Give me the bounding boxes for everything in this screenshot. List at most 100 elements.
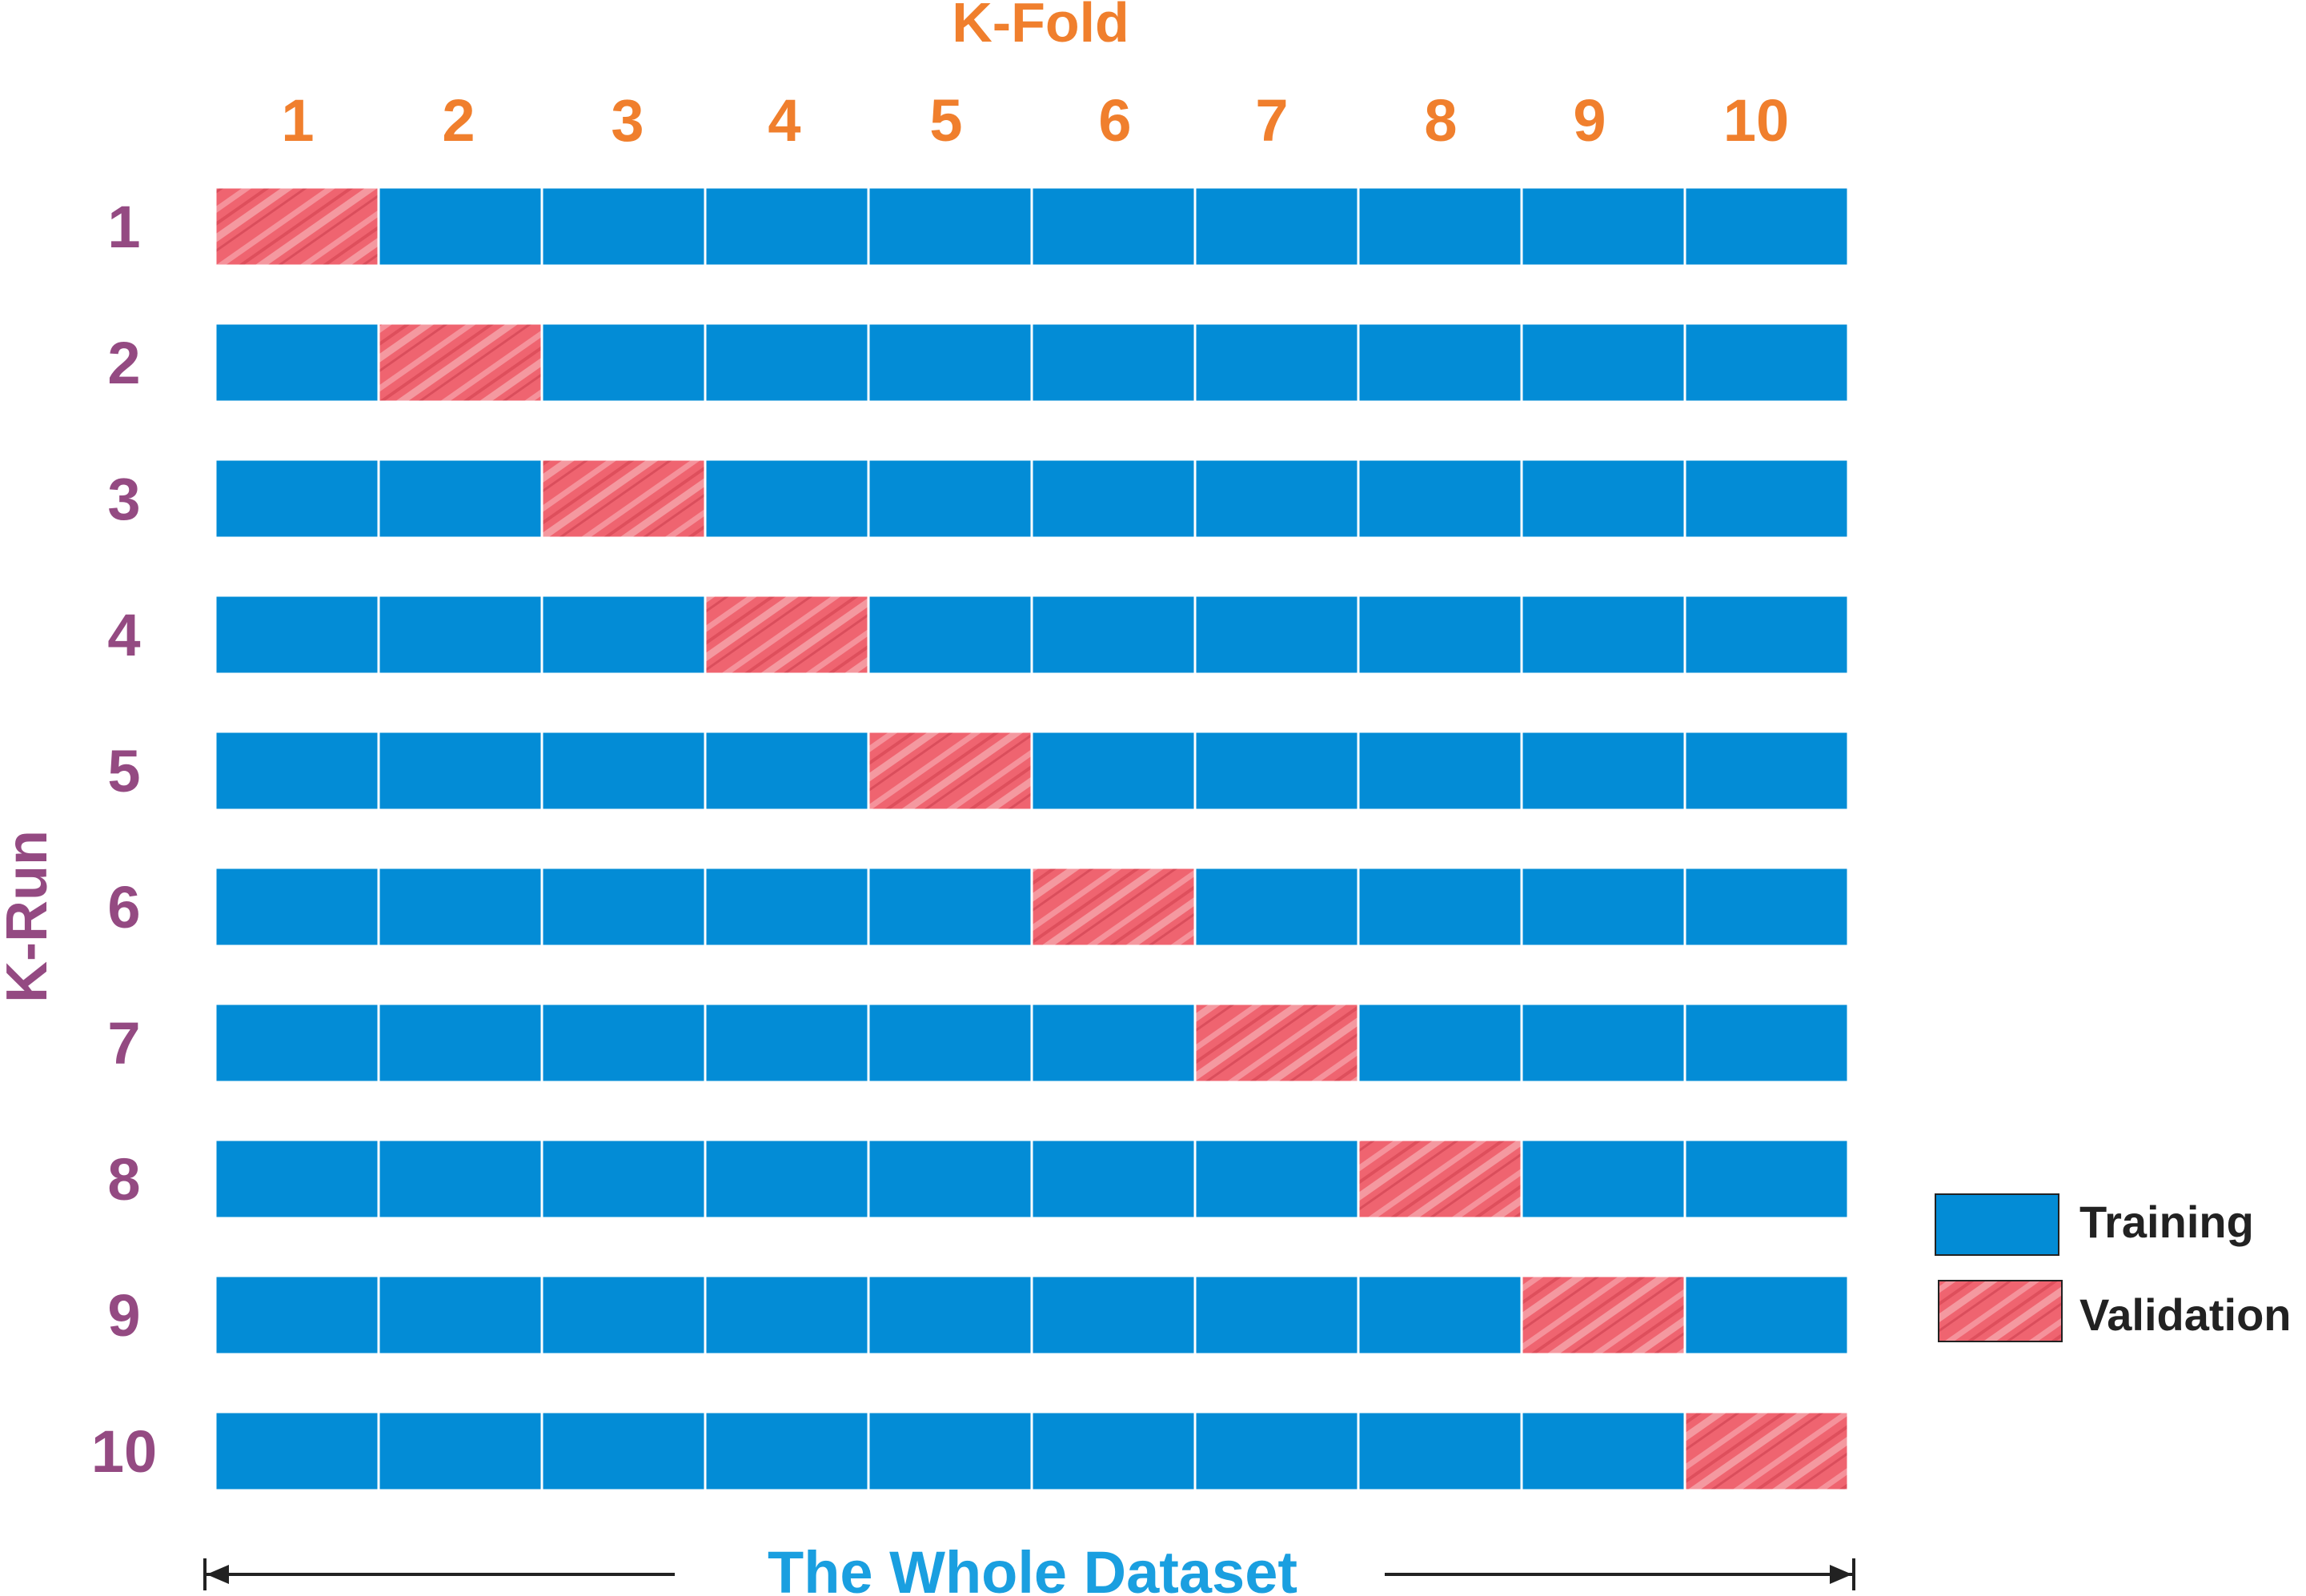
training-cell-run4-fold6 (1030, 594, 1197, 676)
arrow-left-head (207, 1565, 229, 1584)
training-cell-run6-fold9 (1520, 866, 1686, 948)
training-cell-run1-fold10 (1683, 186, 1850, 267)
training-cell-run9-fold6 (1030, 1274, 1197, 1356)
validation-cell-run8-fold8 (1357, 1138, 1523, 1220)
training-cell-run6-fold10 (1683, 866, 1850, 948)
training-cell-run3-fold2 (377, 458, 543, 539)
training-cell-run1-fold9 (1520, 186, 1686, 267)
training-cell-run10-fold2 (377, 1410, 543, 1492)
training-cell-run4-fold7 (1193, 594, 1360, 676)
fold-number-labels: 1 2 3 4 5 6 7 8 9 10 (281, 87, 1789, 154)
training-cell-run6-fold4 (704, 866, 870, 948)
training-cell-run6-fold7 (1193, 866, 1360, 948)
training-cell-run8-fold1 (214, 1138, 380, 1220)
validation-cell-run2-fold2 (377, 322, 543, 403)
fold-label-3: 3 (611, 87, 644, 154)
fold-grid (214, 186, 1850, 1492)
legend-training-label: Training (2079, 1197, 2254, 1247)
training-cell-run10-fold9 (1520, 1410, 1686, 1492)
training-cell-run3-fold7 (1193, 458, 1360, 539)
training-cell-run5-fold1 (214, 730, 380, 812)
training-cell-run8-fold2 (377, 1138, 543, 1220)
run-row-1 (214, 186, 1850, 267)
training-cell-run5-fold6 (1030, 730, 1197, 812)
training-cell-run9-fold5 (867, 1274, 1033, 1356)
training-cell-run10-fold8 (1357, 1410, 1523, 1492)
training-cell-run10-fold1 (214, 1410, 380, 1492)
training-cell-run4-fold3 (540, 594, 707, 676)
training-cell-run2-fold8 (1357, 322, 1523, 403)
y-axis-label: K-Run (0, 830, 59, 1003)
training-cell-run3-fold6 (1030, 458, 1197, 539)
run-label-2: 2 (107, 330, 140, 396)
training-cell-run4-fold5 (867, 594, 1033, 676)
training-cell-run2-fold4 (704, 322, 870, 403)
training-cell-run9-fold7 (1193, 1274, 1360, 1356)
training-cell-run2-fold10 (1683, 322, 1850, 403)
training-cell-run7-fold6 (1030, 1002, 1197, 1084)
training-cell-run3-fold5 (867, 458, 1033, 539)
run-row-7 (214, 1002, 1850, 1084)
fold-label-8: 8 (1424, 87, 1457, 154)
training-cell-run1-fold2 (377, 186, 543, 267)
run-label-1: 1 (107, 194, 140, 260)
diagram-title: K-Fold (952, 0, 1129, 54)
training-cell-run2-fold5 (867, 322, 1033, 403)
training-cell-run6-fold1 (214, 866, 380, 948)
training-cell-run10-fold7 (1193, 1410, 1360, 1492)
training-cell-run2-fold3 (540, 322, 707, 403)
training-cell-run6-fold2 (377, 866, 543, 948)
validation-cell-run6-fold6 (1030, 866, 1197, 948)
training-cell-run10-fold3 (540, 1410, 707, 1492)
training-cell-run7-fold1 (214, 1002, 380, 1084)
training-cell-run10-fold6 (1030, 1410, 1197, 1492)
training-cell-run2-fold9 (1520, 322, 1686, 403)
training-cell-run5-fold4 (704, 730, 870, 812)
training-cell-run1-fold6 (1030, 186, 1197, 267)
fold-label-5: 5 (929, 87, 962, 154)
training-cell-run7-fold9 (1520, 1002, 1686, 1084)
training-cell-run5-fold2 (377, 730, 543, 812)
training-cell-run2-fold7 (1193, 322, 1360, 403)
training-cell-run8-fold7 (1193, 1138, 1360, 1220)
training-cell-run2-fold6 (1030, 322, 1197, 403)
fold-label-10: 10 (1723, 87, 1789, 154)
run-row-6 (214, 866, 1850, 948)
fold-label-1: 1 (281, 87, 314, 154)
validation-cell-run7-fold7 (1193, 1002, 1360, 1084)
training-cell-run1-fold7 (1193, 186, 1360, 267)
validation-cell-run9-fold9 (1520, 1274, 1686, 1356)
training-cell-run4-fold8 (1357, 594, 1523, 676)
training-cell-run9-fold2 (377, 1274, 543, 1356)
training-cell-run8-fold5 (867, 1138, 1033, 1220)
training-cell-run8-fold4 (704, 1138, 870, 1220)
run-row-9 (214, 1274, 1850, 1356)
training-cell-run1-fold8 (1357, 186, 1523, 267)
run-row-2 (214, 322, 1850, 403)
training-cell-run4-fold1 (214, 594, 380, 676)
fold-label-7: 7 (1255, 87, 1288, 154)
run-label-10: 10 (91, 1418, 157, 1485)
run-label-5: 5 (107, 738, 140, 804)
training-cell-run3-fold8 (1357, 458, 1523, 539)
run-label-7: 7 (107, 1010, 140, 1077)
training-cell-run7-fold4 (704, 1002, 870, 1084)
arrow-right-head (1830, 1565, 1852, 1584)
training-cell-run9-fold10 (1683, 1274, 1850, 1356)
training-cell-run5-fold8 (1357, 730, 1523, 812)
training-cell-run9-fold1 (214, 1274, 380, 1356)
training-cell-run5-fold9 (1520, 730, 1686, 812)
validation-cell-run3-fold3 (540, 458, 707, 539)
run-row-4 (214, 594, 1850, 676)
training-cell-run1-fold3 (540, 186, 707, 267)
fold-label-4: 4 (768, 87, 800, 154)
legend: Training Validation (1935, 1193, 2292, 1342)
fold-label-2: 2 (442, 87, 475, 154)
run-row-10 (214, 1410, 1850, 1492)
bottom-dataset-label: The Whole Dataset (768, 1539, 1297, 1596)
training-cell-run4-fold2 (377, 594, 543, 676)
training-cell-run6-fold3 (540, 866, 707, 948)
run-label-9: 9 (107, 1282, 140, 1349)
run-number-labels: 1 2 3 4 5 6 7 8 9 10 (91, 194, 157, 1485)
run-row-3 (214, 458, 1850, 539)
